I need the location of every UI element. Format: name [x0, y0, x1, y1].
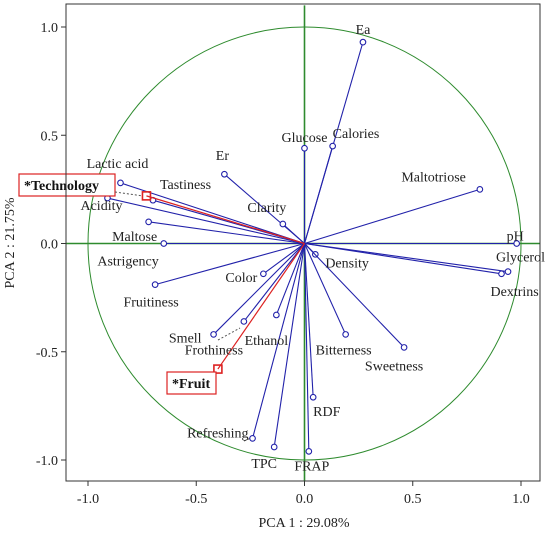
label-er: Er	[216, 149, 230, 164]
label-glucose: Glucose	[282, 131, 328, 146]
vector-point-glycerol	[504, 268, 512, 275]
label-frothiness: Frothiness	[185, 343, 243, 358]
variable-labels: Ea Calories Glucose Er Clarity Maltotriose Lac…	[80, 23, 545, 474]
vector-line-frothiness	[243, 243, 305, 322]
vector-line-clarity	[282, 223, 305, 244]
vector-line-maltotriose	[304, 188, 481, 245]
label-bitterness: Bitterness	[316, 343, 372, 358]
label-ph: pH	[507, 230, 524, 245]
y-tick-label: 0.0	[41, 238, 59, 253]
vector-point-maltose	[145, 218, 152, 226]
supplementary-marker-technology	[141, 191, 152, 201]
vector-line-fruitiness	[154, 242, 305, 286]
label-calories: Calories	[333, 127, 380, 142]
label-maltotriose: Maltotriose	[401, 170, 466, 185]
vector-point-fruitiness	[151, 281, 159, 288]
vector-point-frap	[305, 447, 313, 455]
vector-line-color	[263, 243, 305, 275]
supplementary-variables: *Technology *Fruit	[18, 173, 305, 442]
x-tick-label: 1.0	[512, 492, 530, 507]
x-axis-ticks: -1.0 -0.5 0.0 0.5 1.0	[77, 481, 530, 507]
y-axis-title: PCA 2 : 21.75%	[3, 197, 18, 288]
label-maltose: Maltose	[112, 230, 157, 245]
vector-point-ethanol	[273, 311, 280, 319]
supplementary-marker-fruit	[213, 364, 223, 374]
vector-line-ethanol	[275, 243, 306, 316]
vector-line-frap	[303, 243, 310, 452]
label-astrigency: Astrigency	[97, 255, 158, 270]
supplementary-label-box-fruit	[166, 371, 217, 395]
x-tick-label: 0.0	[296, 492, 314, 507]
vector-line-calories	[303, 145, 334, 244]
vector-point-smell	[210, 331, 217, 338]
leader-frothiness	[217, 327, 241, 341]
label-frap: FRAP	[294, 459, 329, 474]
vector-point-glucose	[301, 144, 308, 152]
x-tick-label: -0.5	[185, 492, 207, 507]
vector-line-tpc	[273, 243, 306, 448]
label-acidity: Acidity	[80, 199, 122, 214]
vector-line-acidity	[107, 197, 305, 245]
vector-point-ea	[359, 38, 367, 46]
supplementary-label-box-technology	[18, 173, 116, 197]
vector-line-bitterness	[303, 243, 347, 335]
label-smell: Smell	[169, 331, 202, 346]
label-tastiness: Tastiness	[160, 178, 211, 193]
y-tick-label: -1.0	[36, 454, 58, 469]
supplementary-leader-technology	[114, 191, 143, 197]
supplementary-line-technology	[146, 195, 305, 245]
vector-point-er	[221, 170, 228, 178]
label-ethanol: Ethanol	[245, 334, 289, 349]
vector-point-calories	[329, 142, 336, 150]
vector-point-dextrins	[498, 270, 505, 278]
loading-vectors	[104, 38, 521, 455]
label-rdf: RDF	[313, 405, 340, 420]
label-fruitiness: Fruitiness	[123, 296, 178, 311]
vector-point-clarity	[279, 220, 287, 228]
x-tick-label: -1.0	[77, 492, 99, 507]
vector-point-frothiness	[240, 318, 248, 325]
x-tick-label: 0.5	[404, 492, 422, 507]
vector-point-bitterness	[342, 331, 349, 338]
vector-point-maltotriose	[476, 186, 484, 193]
leader-refreshing	[243, 437, 252, 442]
label-dextrins: Dextrins	[491, 285, 539, 300]
vector-line-dextrins	[304, 242, 502, 275]
vector-point-refreshing	[249, 435, 256, 442]
label-ea: Ea	[356, 23, 372, 38]
label-lactic-acid: Lactic acid	[87, 157, 149, 172]
y-tick-label: 0.5	[41, 129, 59, 144]
label-density: Density	[325, 256, 369, 271]
vector-line-rdf	[303, 243, 314, 398]
vector-line-refreshing	[252, 243, 306, 439]
vector-point-color	[260, 270, 267, 278]
supplementary-label-fruit: *Fruit	[172, 377, 210, 392]
label-color: Color	[225, 271, 257, 286]
label-clarity: Clarity	[247, 201, 286, 216]
y-tick-label: 1.0	[41, 21, 59, 36]
vector-line-maltose	[148, 221, 305, 245]
vector-point-rdf	[309, 393, 317, 401]
supplementary-label-technology: *Technology	[24, 179, 99, 194]
vector-point-sweetness	[400, 344, 408, 351]
x-axis-title: PCA 1 : 29.08%	[258, 516, 349, 531]
vector-line-smell	[213, 243, 305, 335]
label-tpc: TPC	[251, 457, 277, 472]
supplementary-line-fruit	[217, 243, 305, 370]
vector-line-sweetness	[304, 243, 405, 348]
vector-point-tpc	[270, 443, 278, 451]
vector-point-lactic-acid	[117, 179, 124, 187]
y-axis-ticks: -1.0 -0.5 0.0 0.5 1.0	[36, 21, 66, 469]
label-refreshing: Refreshing	[187, 426, 248, 441]
label-glycerol: Glycerol	[496, 251, 545, 266]
plot-frame	[65, 3, 541, 482]
y-tick-label: -0.5	[36, 346, 58, 361]
vector-point-astrigency	[160, 240, 168, 247]
vector-point-ph	[513, 240, 521, 247]
label-sweetness: Sweetness	[365, 359, 423, 374]
